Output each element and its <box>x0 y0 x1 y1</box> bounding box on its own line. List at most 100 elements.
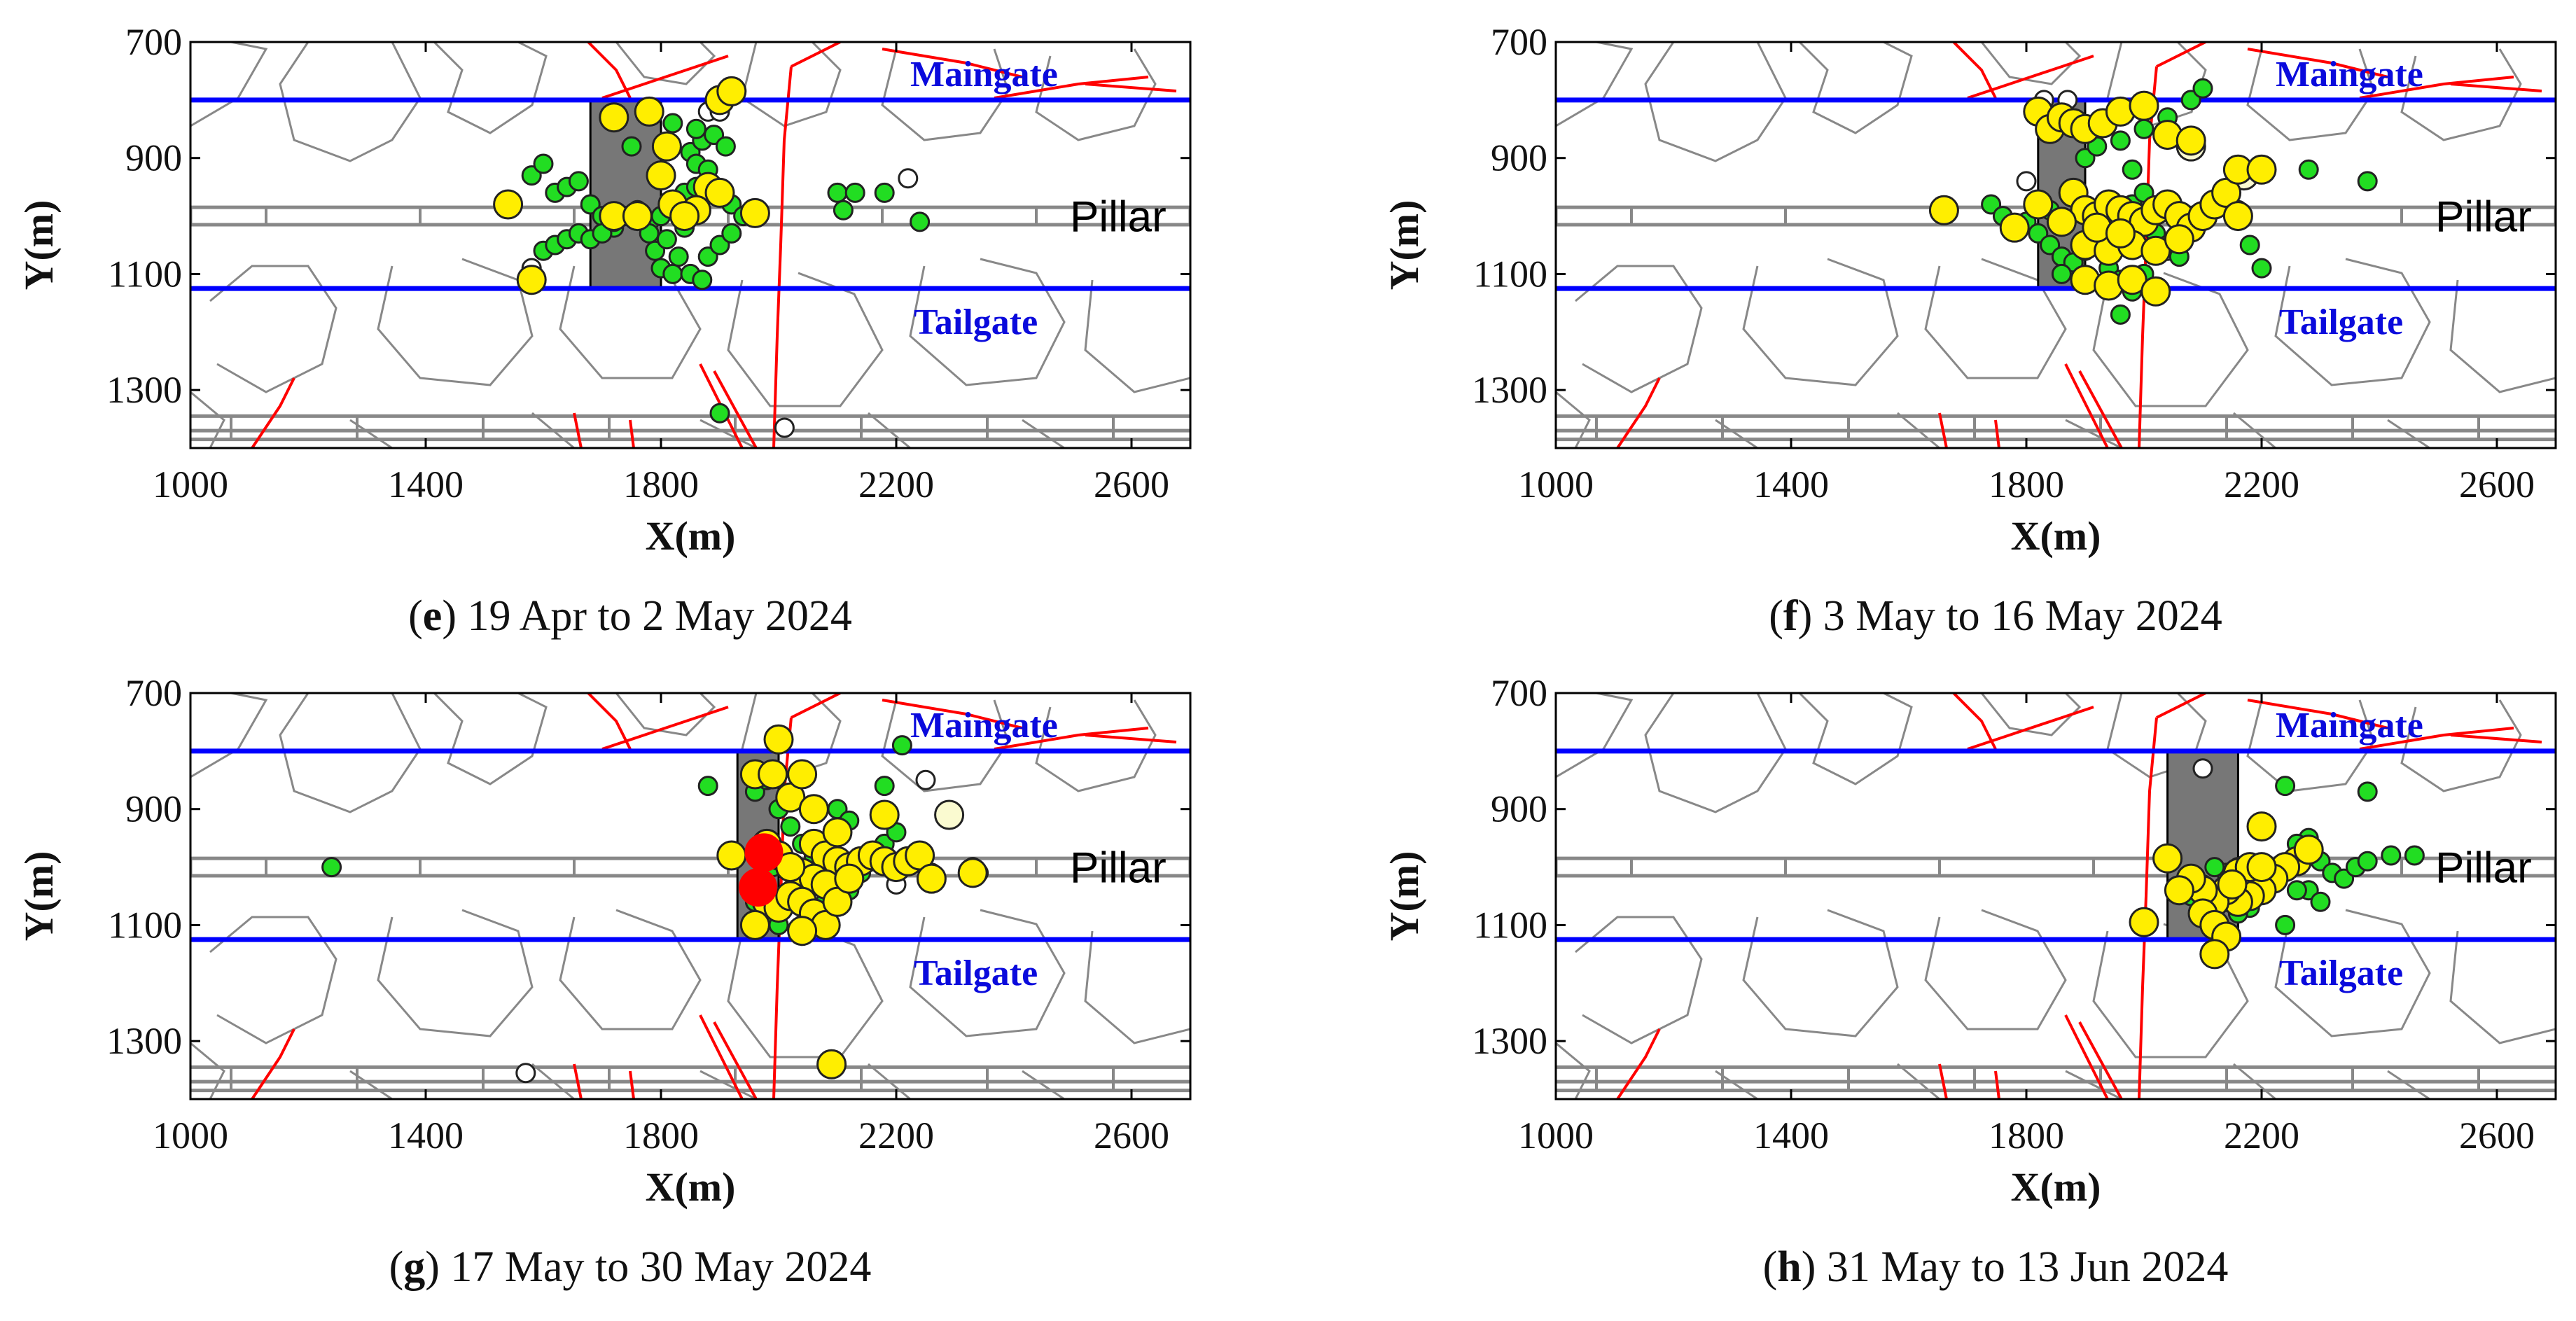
tailgate-label: Tailgate <box>2279 302 2403 342</box>
event-point-hollow <box>2192 758 2213 779</box>
event-point-green <box>2357 781 2378 802</box>
event-point-hollow <box>774 417 795 438</box>
event-point-yellow <box>758 759 788 790</box>
background-outline <box>909 909 1066 1037</box>
event-point-green <box>321 857 342 878</box>
background-outline <box>727 272 884 407</box>
event-point-yellow <box>2175 125 2206 156</box>
background-outline <box>741 42 842 127</box>
event-point-yellow <box>2246 852 2277 883</box>
background-outline <box>699 419 757 448</box>
caption-text: 19 Apr to 2 May 2024 <box>456 592 852 640</box>
event-point-green <box>2381 845 2402 866</box>
fault-line <box>882 699 1023 729</box>
event-point-green <box>621 136 642 157</box>
event-point-yellow <box>2105 218 2136 249</box>
scatter-plot: Maingate Tailgate Pillar 1000 1400 1800 2200 26… <box>16 672 1192 1210</box>
plot-area <box>1556 693 2556 1099</box>
background-outline <box>699 1070 757 1099</box>
background-outline <box>2387 1070 2430 1099</box>
fault-line <box>994 76 1149 99</box>
background-outline <box>2274 258 2431 386</box>
fault-line <box>573 1063 583 1099</box>
maingate-label: Maingate <box>2276 55 2423 95</box>
event-point-yellow <box>2199 939 2230 970</box>
maingate-label: Maingate <box>910 706 1058 746</box>
pillar-roadway <box>190 856 1190 878</box>
event-point-green <box>2357 851 2378 872</box>
x-axis-label: X(m) <box>2011 513 2101 559</box>
event-point-yellow <box>2164 224 2194 255</box>
y-tick-label: 700 <box>125 672 182 714</box>
event-point-yellow <box>2046 207 2077 237</box>
background-outline <box>881 48 1010 141</box>
y-tick-label: 700 <box>125 21 182 63</box>
event-point-green <box>662 263 683 284</box>
event-point-yellow <box>2222 201 2253 232</box>
x-tick-label: 1000 <box>153 463 228 505</box>
event-point-yellow <box>2129 90 2159 121</box>
background-outline <box>1022 1070 1065 1099</box>
tailgate-label: Tailgate <box>914 953 1038 993</box>
x-tick-label: 1400 <box>1753 1114 1829 1156</box>
plot-area <box>190 693 1190 1099</box>
background-outline <box>2449 930 2556 1044</box>
tailgate-label: Tailgate <box>914 302 1038 342</box>
figure-caption: (h) 31 May to 13 Jun 2024 <box>1762 1243 2229 1291</box>
event-point-yellow <box>2152 843 2183 874</box>
x-tick-label: 2200 <box>2224 463 2299 505</box>
y-tick-label: 1100 <box>1473 253 1547 295</box>
x-tick-label: 2600 <box>2459 463 2535 505</box>
y-tick-label: 900 <box>125 137 182 179</box>
background-outline <box>615 42 716 85</box>
event-point-green <box>2110 130 2131 151</box>
event-point-yellow <box>957 858 988 888</box>
event-point-green <box>910 211 931 232</box>
y-tick-label: 1100 <box>1473 904 1547 946</box>
event-point-green <box>2286 880 2307 901</box>
background-outline <box>2387 419 2430 448</box>
event-point-yellow <box>787 916 818 946</box>
background-outline <box>1556 693 1634 778</box>
x-tick-label: 1000 <box>153 1114 228 1156</box>
figure-caption: (e) 19 Apr to 2 May 2024 <box>408 592 852 640</box>
fault-line <box>601 706 729 750</box>
y-axis-label: Y(m) <box>16 851 62 942</box>
background-outline <box>909 258 1066 386</box>
fault-line <box>1938 412 1948 448</box>
event-point-green <box>874 182 895 203</box>
fault-line <box>1085 734 1177 743</box>
fault-line <box>587 42 632 99</box>
event-point-green <box>533 153 554 174</box>
fault-line <box>573 412 583 448</box>
scatter-plot: Maingate Tailgate Pillar 1000 1400 1800 2200 26… <box>16 21 1192 559</box>
event-point-yellow <box>763 724 794 755</box>
fault-line <box>2064 1014 2109 1099</box>
fault-line <box>251 377 295 448</box>
figure-caption: (f) 3 May to 16 May 2024 <box>1769 592 2222 640</box>
background-outline <box>1575 265 1703 393</box>
x-tick-label: 1000 <box>1518 1114 1594 1156</box>
event-point-green <box>780 816 801 837</box>
x-tick-label: 1800 <box>1989 1114 2064 1156</box>
event-point-green <box>874 776 895 797</box>
fault-line <box>791 693 841 719</box>
plot-area <box>190 42 1190 448</box>
background-outline <box>1980 42 2082 85</box>
background-outline <box>1798 693 1913 785</box>
scatter-plot: Maingate Tailgate Pillar 1000 1400 1800 2200 26… <box>1381 21 2557 559</box>
event-point-green <box>844 182 865 203</box>
fault-line <box>587 693 632 750</box>
scatter-plot: Maingate Tailgate Pillar 1000 1400 1800 2200 26… <box>1381 672 2557 1210</box>
fault-line <box>2064 363 2109 448</box>
pillar-label: Pillar <box>1070 193 1167 242</box>
y-tick-label: 1300 <box>106 369 182 411</box>
background-outline <box>377 909 534 1037</box>
event-point-yellow <box>2140 276 2171 307</box>
y-axis-label: Y(m) <box>1381 200 1427 291</box>
y-tick-label: 700 <box>1491 21 1547 63</box>
fault-line <box>1938 1063 1948 1099</box>
event-point-green <box>2239 235 2260 256</box>
event-point-yellow <box>916 863 947 894</box>
event-point-yellow <box>2164 875 2194 906</box>
